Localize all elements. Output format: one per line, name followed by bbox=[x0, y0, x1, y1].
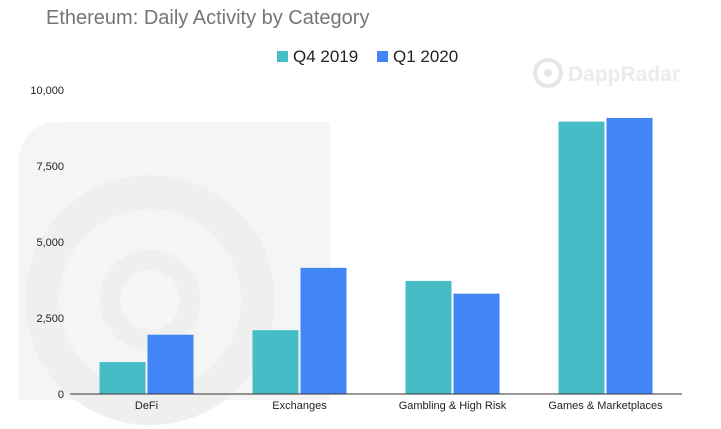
x-category-label: Exchanges bbox=[272, 400, 327, 412]
dappradar-watermark: DappRadar bbox=[533, 58, 680, 88]
y-tick-label: 5,000 bbox=[36, 237, 64, 249]
watermark-text: DappRadar bbox=[568, 63, 680, 86]
legend-swatch bbox=[377, 51, 388, 62]
bar-q4-2019-exchanges bbox=[252, 330, 299, 394]
y-axis: 0 2,500 5,000 7,500 10,000 bbox=[30, 85, 64, 401]
y-tick-label: 7,500 bbox=[36, 161, 64, 173]
chart-title: Ethereum: Daily Activity by Category bbox=[46, 7, 369, 29]
legend-label: Q4 2019 bbox=[293, 47, 358, 66]
bar-q4-2019-gambling-high-risk bbox=[405, 280, 452, 394]
legend-label: Q1 2020 bbox=[393, 47, 458, 66]
x-axis: DeFi Exchanges Gambling & High Risk Games &… bbox=[70, 393, 682, 412]
x-category-label: Gambling & High Risk bbox=[399, 400, 507, 412]
bar-q1-2020-games-marketplaces bbox=[606, 117, 653, 394]
bar-q4-2019-defi bbox=[99, 362, 146, 394]
bar-q1-2020-defi bbox=[147, 334, 194, 394]
y-tick-label: 2,500 bbox=[36, 313, 64, 325]
bars bbox=[99, 117, 653, 394]
bar-q4-2019-games-marketplaces bbox=[558, 121, 605, 394]
bar-q1-2020-gambling-high-risk bbox=[453, 293, 500, 394]
y-tick-label: 0 bbox=[58, 389, 64, 401]
legend: Q4 2019 Q1 2020 bbox=[277, 47, 458, 66]
dappradar-logo-icon bbox=[533, 58, 563, 88]
bar-q1-2020-exchanges bbox=[300, 267, 347, 394]
x-category-label: Games & Marketplaces bbox=[548, 400, 663, 412]
background-watermark-logo bbox=[18, 122, 330, 425]
x-category-label: DeFi bbox=[135, 400, 158, 412]
legend-swatch bbox=[277, 51, 288, 62]
y-tick-label: 10,000 bbox=[30, 85, 64, 97]
